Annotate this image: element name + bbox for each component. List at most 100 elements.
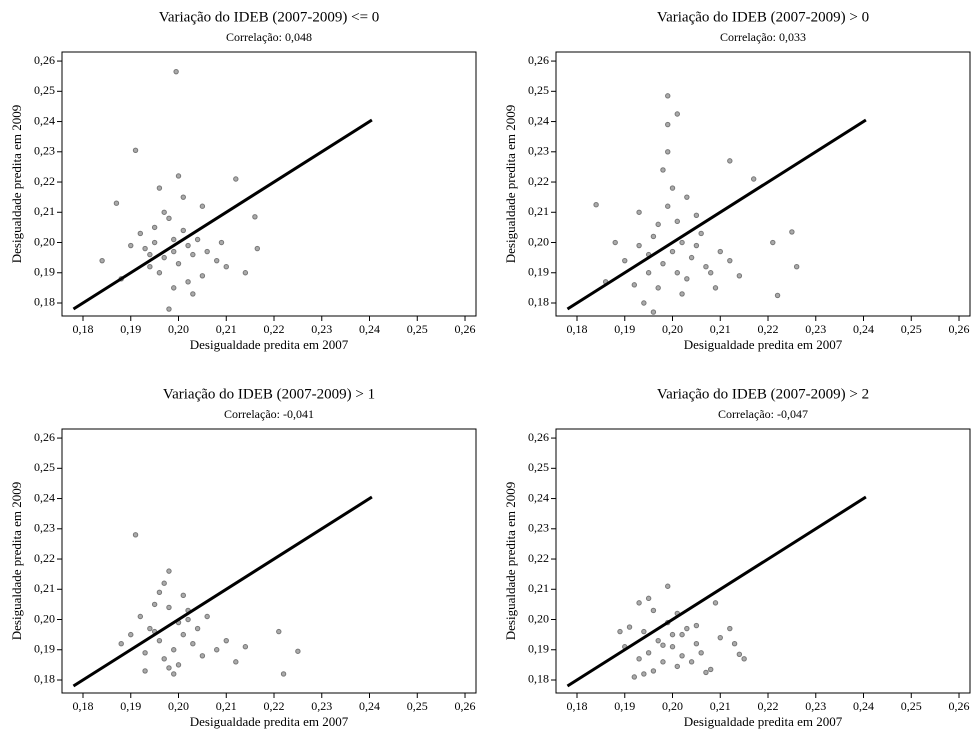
y-tick-label: 0,20 [34, 611, 55, 625]
scatter-point [660, 260, 666, 267]
scatter-point [242, 644, 249, 650]
x-tick-label: 0,26 [455, 699, 476, 713]
scatter-point [693, 212, 700, 218]
x-tick-label: 0,20 [662, 699, 683, 713]
scatter-point [142, 668, 148, 674]
reference-line [566, 118, 867, 311]
scatter-point [631, 674, 638, 680]
x-tick-label: 0,22 [758, 699, 779, 713]
reference-line [566, 495, 867, 688]
scatter-point [688, 254, 695, 261]
scatter-point [674, 111, 680, 117]
scatter-point [636, 209, 642, 215]
scatter-point [645, 595, 652, 602]
scatter-point [698, 650, 704, 656]
scatter-point [650, 607, 657, 614]
scatter-point [712, 600, 719, 606]
scatter-point [731, 641, 738, 647]
chart-title: Variação do IDEB (2007-2009) > 1 [163, 386, 375, 402]
x-tick-label: 0,19 [120, 699, 141, 713]
scatter-point [242, 270, 249, 276]
scatter-point [175, 173, 182, 179]
chart-title: Variação do IDEB (2007-2009) > 0 [657, 9, 869, 25]
x-tick-label: 0,26 [455, 322, 476, 336]
scatter-point [717, 634, 723, 641]
scatter-point [171, 236, 177, 243]
scatter-point [698, 230, 704, 237]
x-tick-label: 0,18 [567, 322, 588, 336]
y-tick-label: 0,25 [528, 83, 549, 97]
y-tick-label: 0,26 [34, 53, 55, 67]
x-tick-label: 0,23 [805, 322, 826, 336]
scatter-point [276, 628, 282, 635]
y-tick-label: 0,22 [528, 174, 549, 188]
scatter-point [151, 601, 158, 608]
y-tick-label: 0,18 [528, 295, 549, 309]
scatter-point [617, 628, 623, 635]
scatter-point [665, 149, 671, 155]
scatter-point [665, 121, 671, 128]
x-axis-label: Desigualdade predita em 2007 [684, 714, 843, 729]
scatter-point [161, 656, 167, 662]
y-tick-label: 0,26 [34, 430, 55, 444]
x-axis-label: Desigualdade predita em 2007 [190, 337, 349, 352]
chart-subtitle: Correlação: -0,047 [718, 407, 808, 421]
scatter-point [660, 659, 666, 665]
scatter-point [703, 264, 709, 270]
scatter-point [636, 242, 642, 249]
y-tick-label: 0,22 [528, 551, 549, 565]
y-tick-label: 0,23 [34, 144, 55, 158]
scatter-point [645, 650, 652, 656]
scatter-point [204, 248, 210, 255]
scatter-point [156, 589, 163, 595]
y-tick-label: 0,18 [34, 295, 55, 309]
scatter-point [741, 656, 747, 662]
chart-title: Variação do IDEB (2007-2009) <= 0 [159, 9, 380, 25]
scatter-point [142, 245, 148, 252]
scatter-point [789, 229, 795, 235]
x-tick-label: 0,19 [614, 699, 635, 713]
scatter-point [171, 248, 177, 255]
scatter-point [166, 665, 172, 671]
scatter-point [750, 176, 757, 182]
y-tick-label: 0,25 [34, 83, 55, 97]
y-tick-label: 0,18 [34, 672, 55, 686]
scatter-point [151, 239, 158, 246]
scatter-point [171, 647, 177, 653]
scatter-point [669, 248, 676, 255]
x-tick-label: 0,18 [73, 699, 94, 713]
scatter-point [161, 580, 167, 586]
scatter-point [147, 264, 153, 270]
scatter-point [650, 309, 657, 315]
scatter-point [693, 641, 700, 647]
scatter-point [708, 270, 714, 276]
scatter-point [674, 270, 680, 276]
y-tick-label: 0,20 [528, 234, 549, 248]
y-tick-label: 0,22 [34, 551, 55, 565]
scatter-point [727, 625, 733, 632]
x-tick-label: 0,24 [359, 699, 380, 713]
scatter-point [175, 260, 182, 267]
scatter-point [693, 622, 700, 629]
scatter-point [684, 276, 690, 282]
scatter-point [660, 167, 666, 173]
y-tick-label: 0,26 [528, 53, 549, 67]
scatter-point [645, 270, 652, 276]
scatter-point [218, 239, 225, 246]
x-tick-label: 0,18 [567, 699, 588, 713]
x-tick-label: 0,21 [216, 699, 237, 713]
scatter-point [688, 659, 695, 665]
scatter-point [199, 653, 206, 659]
y-tick-label: 0,21 [528, 204, 549, 218]
scatter-point [626, 624, 633, 630]
x-tick-label: 0,23 [311, 699, 332, 713]
scatter-point [171, 671, 177, 677]
scatter-point [295, 648, 301, 654]
scatter-point [132, 147, 139, 153]
x-tick-label: 0,18 [73, 322, 94, 336]
x-tick-label: 0,26 [949, 699, 970, 713]
scatter-point [161, 254, 167, 261]
scatter-point [185, 616, 191, 623]
scatter-point [712, 285, 719, 291]
scatter-point [650, 668, 657, 674]
